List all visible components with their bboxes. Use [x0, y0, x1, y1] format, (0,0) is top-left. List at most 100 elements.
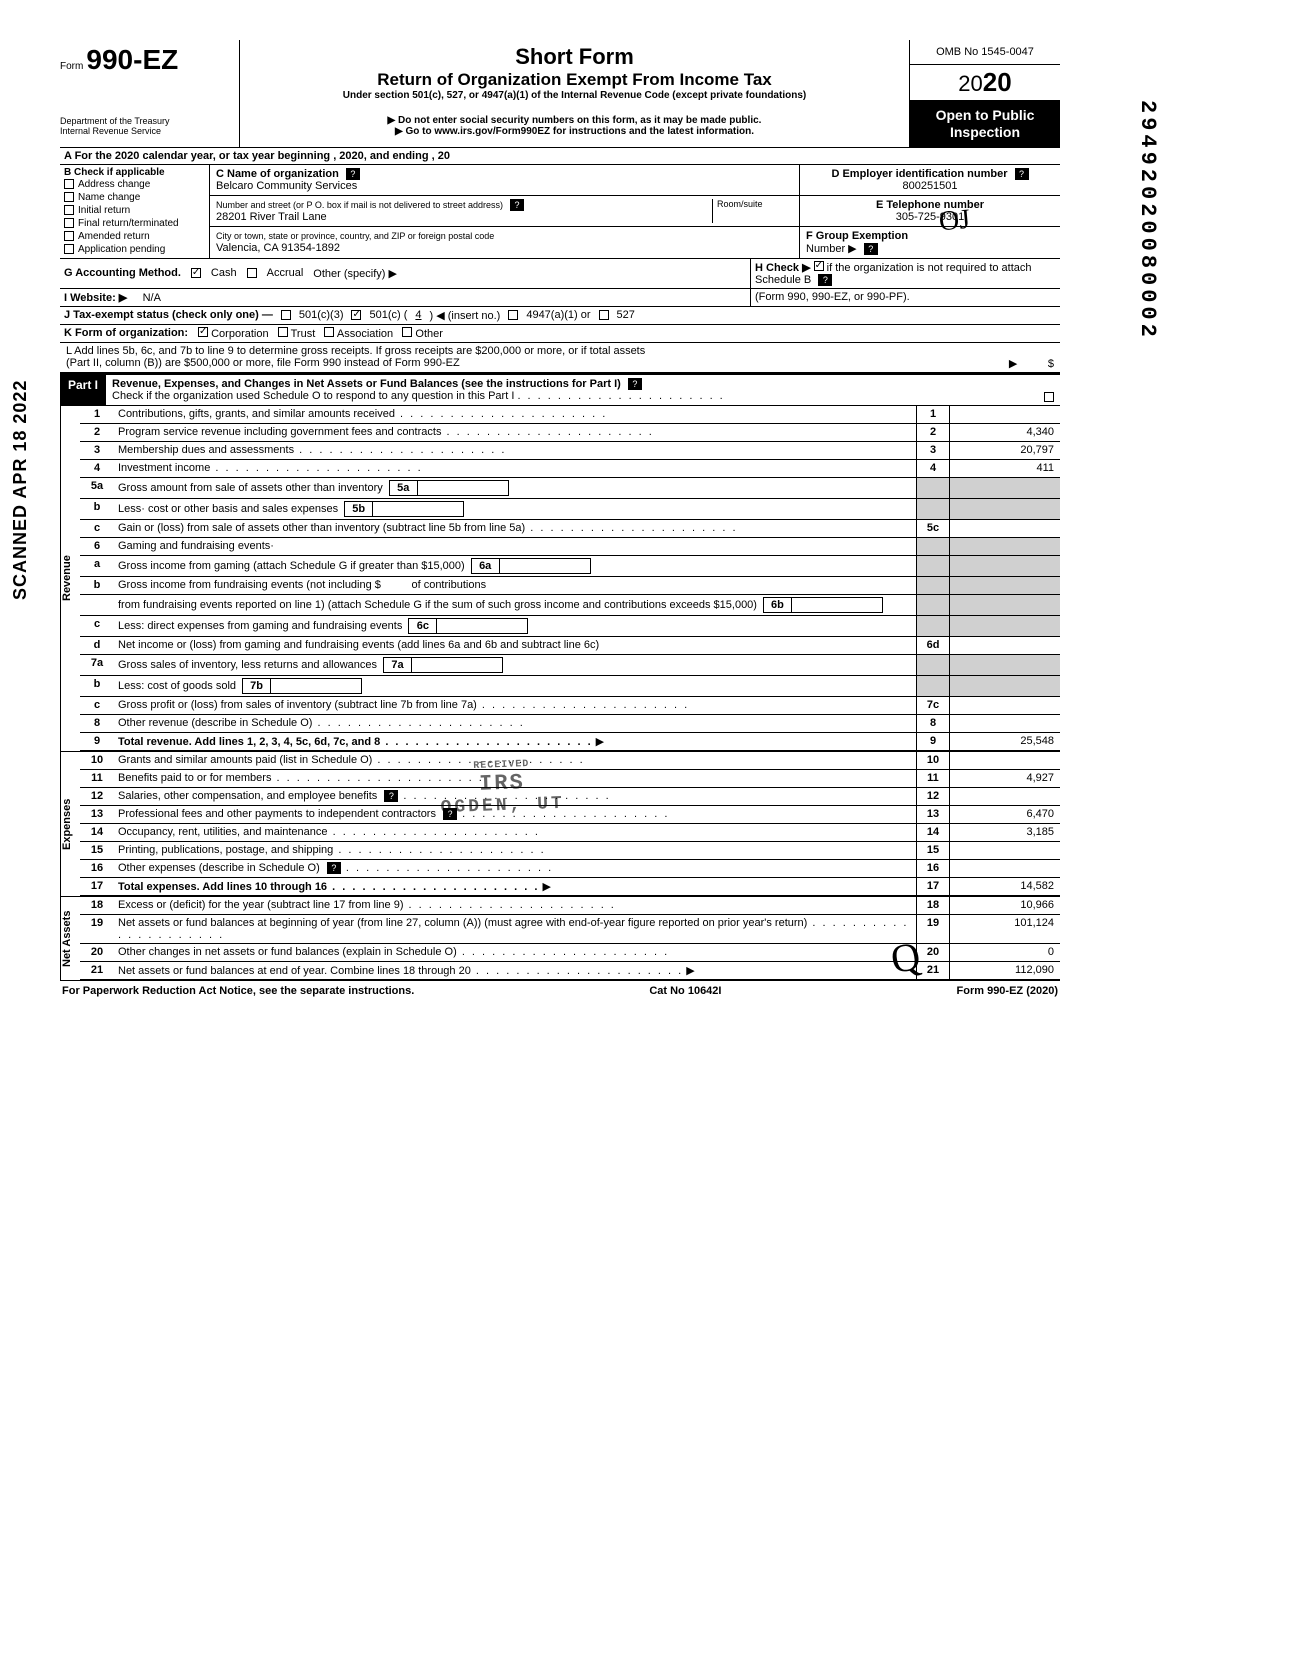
line-number: 11 — [80, 770, 114, 787]
line-desc: Other changes in net assets or fund bala… — [114, 944, 916, 961]
line-desc: Gross amount from sale of assets other t… — [114, 478, 916, 498]
checkbox-schedule-o[interactable] — [1044, 392, 1054, 402]
checkbox[interactable] — [64, 179, 74, 189]
checkbox-527[interactable] — [599, 310, 609, 320]
line-desc: Printing, publications, postage, and shi… — [114, 842, 916, 859]
checkbox-501c[interactable] — [351, 310, 361, 320]
checkbox[interactable] — [64, 231, 74, 241]
line-number: c — [80, 520, 114, 537]
col-b-label: Application pending — [78, 244, 165, 255]
checkbox-501c3[interactable] — [281, 310, 291, 320]
addr-label: Number and street (or P O. box if mail i… — [216, 200, 503, 210]
line-desc: Less· cost or other basis and sales expe… — [114, 499, 916, 519]
line-desc: Program service revenue including govern… — [114, 424, 916, 441]
line-amount — [950, 842, 1060, 859]
line-desc: Other revenue (describe in Schedule O) — [114, 715, 916, 732]
line-17: 17Total expenses. Add lines 10 through 1… — [80, 878, 1060, 896]
line-desc: Net assets or fund balances at beginning… — [114, 915, 916, 943]
checkbox[interactable] — [64, 192, 74, 202]
row-g-h: G Accounting Method. Cash Accrual Other … — [60, 259, 1060, 289]
checkbox-k[interactable] — [324, 327, 334, 337]
line-amount — [950, 788, 1060, 805]
line-number: c — [80, 697, 114, 714]
group-row: F Group Exemption Number ▶ ? — [800, 227, 1060, 258]
header-center: Short Form Return of Organization Exempt… — [240, 40, 910, 147]
line-cellnum: 1 — [916, 406, 950, 423]
footer-left: For Paperwork Reduction Act Notice, see … — [62, 985, 414, 997]
vlabel-netassets: Net Assets — [60, 897, 80, 980]
line-number: 15 — [80, 842, 114, 859]
line-number: 9 — [80, 733, 114, 750]
line-desc: Less: cost of goods sold7b — [114, 676, 916, 696]
line-number: 1 — [80, 406, 114, 423]
line-desc: Gross profit or (loss) from sales of inv… — [114, 697, 916, 714]
checkbox-k[interactable] — [278, 327, 288, 337]
omb-number: OMB No 1545-0047 — [910, 40, 1060, 65]
checkbox[interactable] — [64, 218, 74, 228]
line-number — [80, 595, 114, 615]
line-desc: Grants and similar amounts paid (list in… — [114, 752, 916, 769]
org-name-label: C Name of organization — [216, 168, 339, 180]
line-amount: 101,124 — [950, 915, 1060, 943]
line-amount-shaded — [950, 499, 1060, 519]
line-desc: Other expenses (describe in Schedule O) … — [114, 860, 916, 877]
g-label: G Accounting Method. — [64, 267, 181, 279]
inner-num: 6b — [764, 598, 792, 612]
line-null: aGross income from gaming (attach Schedu… — [80, 556, 1060, 577]
line-desc: Benefits paid to or for members — [114, 770, 916, 787]
line-18: 18Excess or (deficit) for the year (subt… — [80, 897, 1060, 915]
line-number: 6 — [80, 538, 114, 555]
line-number: 3 — [80, 442, 114, 459]
line-cellnum-shaded — [916, 478, 950, 498]
inner-amount-box: 6b — [763, 597, 883, 613]
line-16: 16Other expenses (describe in Schedule O… — [80, 860, 1060, 878]
checkbox[interactable] — [64, 244, 74, 254]
help-icon: ? — [864, 243, 878, 255]
handwritten-initials: OJ — [938, 204, 972, 239]
line-amount: 6,470 — [950, 806, 1060, 823]
line-amount: 4,340 — [950, 424, 1060, 441]
line-number: b — [80, 577, 114, 594]
line-cellnum-shaded — [916, 655, 950, 675]
inner-amount-box: 7b — [242, 678, 362, 694]
inner-num: 6c — [409, 619, 437, 633]
line-cellnum: 11 — [916, 770, 950, 787]
line-cellnum: 14 — [916, 824, 950, 841]
group-label: F Group Exemption — [806, 230, 908, 242]
line-amount — [950, 637, 1060, 654]
col-b-item: Final return/terminated — [64, 217, 205, 230]
inner-num: 6a — [472, 559, 500, 573]
line-cellnum-shaded — [916, 538, 950, 555]
line-desc: Gross income from fundraising events (no… — [114, 577, 916, 594]
line-number: 14 — [80, 824, 114, 841]
part1-header: Part I Revenue, Expenses, and Changes in… — [60, 373, 1060, 406]
inner-amount-box: 6c — [408, 618, 528, 634]
checkbox-cash[interactable] — [191, 268, 201, 278]
line-number: d — [80, 637, 114, 654]
i-label: I Website: ▶ — [64, 292, 127, 304]
checkbox-k[interactable] — [198, 327, 208, 337]
k-opt: Trust — [291, 328, 316, 340]
line-number: 12 — [80, 788, 114, 805]
part1-title: Revenue, Expenses, and Changes in Net As… — [112, 378, 621, 390]
help-icon: ? — [1015, 168, 1029, 180]
ein-row: D Employer identification number ? 80025… — [800, 165, 1060, 196]
line-amount-shaded — [950, 616, 1060, 636]
line-desc: Total revenue. Add lines 1, 2, 3, 4, 5c,… — [114, 733, 916, 750]
checkbox-k[interactable] — [402, 327, 412, 337]
city-label: City or town, state or province, country… — [216, 231, 494, 241]
k-label: K Form of organization: — [64, 327, 188, 339]
checkbox-4947[interactable] — [508, 310, 518, 320]
help-icon: ? — [818, 274, 832, 286]
checkbox-h[interactable] — [814, 261, 824, 271]
checkbox[interactable] — [64, 205, 74, 215]
header-right: OMB No 1545-0047 2020 Open to Public Ins… — [910, 40, 1060, 147]
checkbox-accrual[interactable] — [247, 268, 257, 278]
line-amount: 14,582 — [950, 878, 1060, 895]
col-b-item: Application pending — [64, 243, 205, 256]
row-a-tax-year: A For the 2020 calendar year, or tax yea… — [60, 148, 1060, 165]
line-cellnum: 3 — [916, 442, 950, 459]
col-b-checkboxes: B Check if applicable Address changeName… — [60, 165, 210, 258]
line-amount: 25,548 — [950, 733, 1060, 750]
l-line1: L Add lines 5b, 6c, and 7b to line 9 to … — [66, 345, 1054, 357]
